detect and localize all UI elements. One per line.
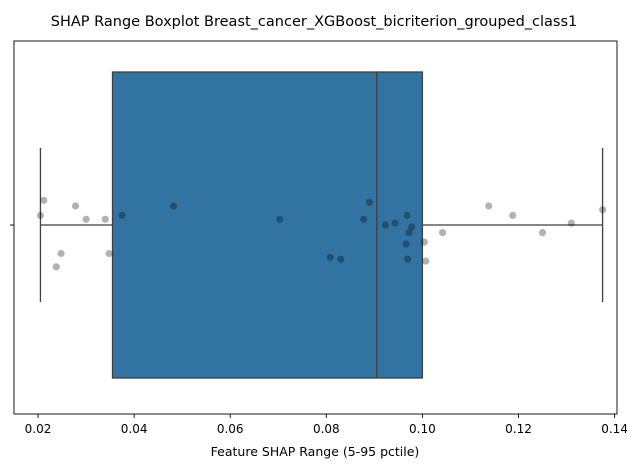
data-point — [485, 202, 493, 210]
data-point — [403, 211, 411, 220]
data-point — [276, 215, 284, 223]
data-point — [36, 211, 45, 220]
data-point — [598, 206, 607, 214]
data-point — [391, 219, 399, 227]
iqr-box — [111, 71, 424, 379]
data-point — [326, 253, 334, 261]
x-tick-label: 0.14 — [601, 422, 627, 436]
data-point — [438, 229, 447, 237]
data-point — [40, 196, 48, 204]
data-point — [71, 202, 80, 210]
data-point — [567, 219, 575, 227]
x-axis-ticks: 0.02 0.04 0.06 0.08 0.10 0.12 0.14 — [25, 414, 627, 436]
data-point — [118, 211, 126, 220]
data-point — [405, 229, 413, 237]
data-point — [403, 255, 412, 263]
data-point — [408, 223, 416, 231]
x-tick-label: 0.06 — [217, 422, 244, 436]
data-point — [360, 215, 368, 223]
points-layer — [36, 196, 607, 271]
data-point — [57, 249, 65, 258]
data-point — [101, 215, 109, 223]
x-tick-label: 0.10 — [409, 422, 436, 436]
plot-frame — [13, 40, 618, 415]
data-point — [365, 198, 374, 206]
box-layer — [39, 71, 604, 379]
chart-title: SHAP Range Boxplot Breast_cancer_XGBoost… — [51, 14, 578, 30]
data-point — [337, 255, 345, 263]
data-point — [82, 215, 90, 223]
data-point — [402, 240, 410, 248]
data-point — [422, 257, 430, 265]
data-point — [105, 249, 113, 258]
data-point — [52, 263, 60, 271]
data-point — [538, 229, 547, 237]
x-tick-label: 0.12 — [505, 422, 532, 436]
data-point — [381, 221, 390, 229]
data-point — [509, 211, 517, 220]
x-axis-label: Feature SHAP Range (5-95 pctile) — [211, 444, 420, 459]
data-point — [169, 202, 178, 210]
data-point — [420, 238, 428, 246]
x-tick-label: 0.08 — [313, 422, 340, 436]
x-tick-label: 0.04 — [121, 422, 148, 436]
x-tick-label: 0.02 — [25, 422, 52, 436]
